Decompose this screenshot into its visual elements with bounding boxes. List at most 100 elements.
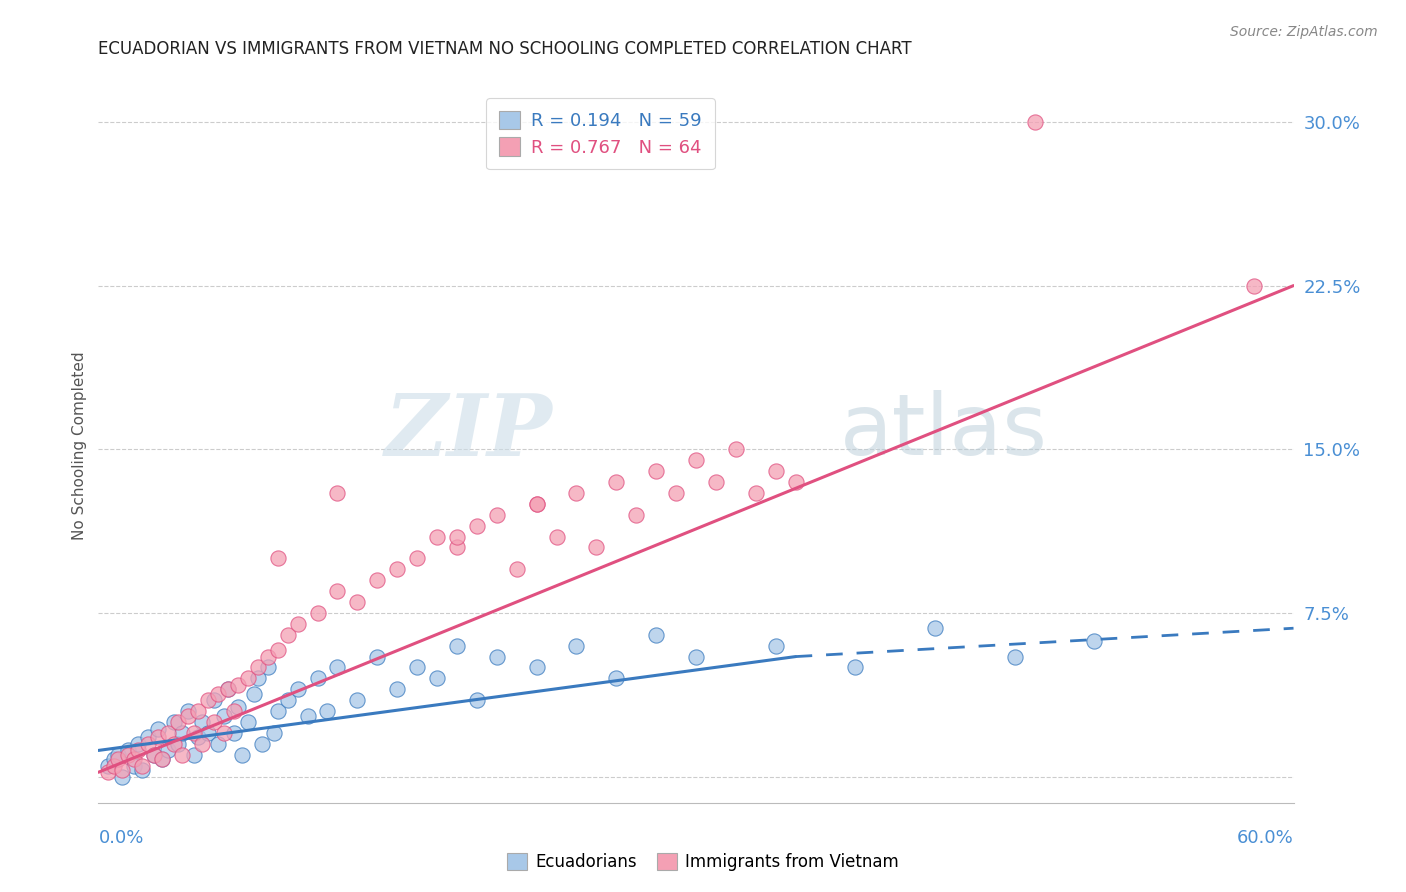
Text: atlas: atlas [839, 390, 1047, 474]
Point [585, 541, 607, 555]
Point [187, 731, 209, 745]
Point [148, 722, 170, 736]
Point [207, 737, 229, 751]
Point [605, 475, 627, 489]
Point [267, 643, 290, 657]
Point [131, 763, 153, 777]
Legend: R = 0.194   N = 59, R = 0.767   N = 64: R = 0.194 N = 59, R = 0.767 N = 64 [486, 98, 714, 169]
Point [97, 758, 120, 772]
Text: ZIP: ZIP [385, 390, 553, 474]
Point [111, 763, 134, 777]
Point [844, 660, 866, 674]
Point [167, 737, 190, 751]
Point [157, 743, 180, 757]
Point [103, 758, 125, 772]
Point [485, 649, 508, 664]
Point [277, 693, 299, 707]
Point [297, 708, 319, 723]
Point [645, 464, 668, 478]
Text: Source: ZipAtlas.com: Source: ZipAtlas.com [1230, 25, 1378, 38]
Point [243, 687, 266, 701]
Point [197, 726, 219, 740]
Point [446, 639, 468, 653]
Point [605, 672, 627, 686]
Point [222, 726, 245, 740]
Point [485, 508, 508, 522]
Point [103, 752, 125, 766]
Point [685, 453, 707, 467]
Point [785, 475, 807, 489]
Point [765, 464, 787, 478]
Point [212, 708, 235, 723]
Point [665, 486, 688, 500]
Point [426, 672, 449, 686]
Point [124, 758, 146, 772]
Y-axis label: No Schooling Completed: No Schooling Completed [72, 351, 87, 541]
Point [316, 704, 339, 718]
Point [526, 660, 548, 674]
Text: 60.0%: 60.0% [1237, 829, 1294, 847]
Point [117, 747, 139, 762]
Point [307, 672, 329, 686]
Point [506, 562, 529, 576]
Point [704, 475, 727, 489]
Point [326, 660, 349, 674]
Point [212, 726, 235, 740]
Point [366, 649, 388, 664]
Point [1004, 649, 1026, 664]
Point [765, 639, 787, 653]
Point [127, 737, 149, 751]
Point [117, 743, 139, 757]
Point [183, 747, 205, 762]
Point [250, 737, 273, 751]
Point [111, 770, 134, 784]
Point [148, 731, 170, 745]
Point [191, 714, 214, 729]
Point [163, 714, 186, 729]
Point [307, 606, 329, 620]
Point [256, 660, 278, 674]
Point [326, 584, 349, 599]
Point [326, 486, 349, 500]
Point [256, 649, 278, 664]
Point [546, 530, 568, 544]
Point [406, 660, 429, 674]
Point [150, 752, 173, 766]
Point [107, 747, 129, 762]
Point [246, 672, 269, 686]
Point [202, 693, 225, 707]
Point [136, 737, 159, 751]
Point [346, 595, 368, 609]
Point [124, 752, 146, 766]
Point [426, 530, 449, 544]
Point [131, 758, 153, 772]
Point [924, 621, 946, 635]
Point [236, 672, 259, 686]
Point [526, 497, 548, 511]
Point [172, 747, 194, 762]
Point [217, 682, 239, 697]
Point [267, 704, 290, 718]
Point [172, 726, 194, 740]
Point [163, 737, 186, 751]
Point [143, 747, 166, 762]
Point [565, 486, 588, 500]
Point [287, 682, 309, 697]
Point [1243, 278, 1265, 293]
Point [150, 752, 173, 766]
Point [231, 747, 253, 762]
Point [97, 765, 120, 780]
Point [236, 714, 259, 729]
Point [191, 737, 214, 751]
Point [406, 551, 429, 566]
Point [226, 678, 249, 692]
Point [202, 714, 225, 729]
Point [1024, 115, 1046, 129]
Point [136, 731, 159, 745]
Point [207, 687, 229, 701]
Point [465, 518, 488, 533]
Point [197, 693, 219, 707]
Point [366, 573, 388, 587]
Point [1083, 634, 1105, 648]
Point [287, 616, 309, 631]
